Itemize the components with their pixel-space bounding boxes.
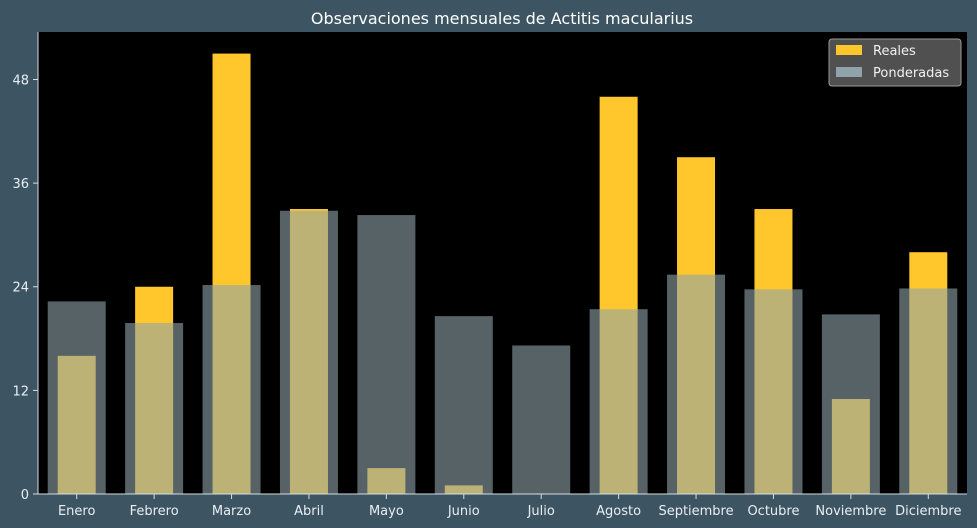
x-tick-label: Mayo: [369, 504, 404, 519]
legend-label-reales: Reales: [873, 44, 916, 59]
y-axis: 0 12 24 36 48: [12, 32, 39, 503]
bar-ponderadas-marzo: [202, 285, 261, 494]
bar-ponderadas-diciembre: [899, 288, 958, 494]
x-tick-label: Marzo: [212, 504, 251, 519]
legend-label-ponderadas: Ponderadas: [873, 66, 949, 81]
y-tick-label: 12: [12, 384, 29, 399]
x-tick-label: Junio: [447, 504, 480, 519]
x-tick-label: Enero: [58, 504, 96, 519]
x-tick-label: Noviembre: [815, 504, 886, 519]
bar-ponderadas-septiembre: [667, 274, 726, 494]
bar-ponderadas-abril: [279, 210, 338, 495]
bar-ponderadas-octubre: [744, 289, 803, 494]
bar-ponderadas-noviembre: [821, 314, 880, 494]
bar-ponderadas-agosto: [589, 309, 648, 494]
y-tick-label: 36: [12, 177, 29, 192]
bar-ponderadas-junio: [434, 316, 493, 494]
y-tick-label: 48: [12, 73, 29, 88]
chart-title: Observaciones mensuales de Actitis macul…: [311, 9, 693, 28]
y-tick-label: 24: [12, 281, 29, 296]
legend-swatch-ponderadas: [836, 67, 862, 77]
legend-swatch-reales: [836, 45, 862, 55]
series-ponderadas: [47, 210, 958, 495]
y-tick-label: 0: [21, 488, 29, 503]
x-tick-label: Diciembre: [895, 504, 961, 519]
x-tick-label: Julio: [527, 504, 555, 519]
x-axis: Enero Febrero Marzo Abril Mayo Junio Julio Agos…: [38, 493, 967, 519]
x-tick-label: Octubre: [747, 504, 799, 519]
bar-ponderadas-mayo: [357, 215, 416, 495]
plot-area: [38, 32, 967, 494]
x-tick-label: Abril: [294, 504, 324, 519]
bar-ponderadas-enero: [47, 301, 106, 494]
x-tick-label: Agosto: [596, 504, 641, 519]
x-tick-label: Febrero: [130, 504, 179, 519]
legend: Reales Ponderadas: [828, 38, 962, 87]
bar-ponderadas-febrero: [125, 323, 184, 494]
x-tick-label: Septiembre: [658, 504, 733, 519]
bar-ponderadas-julio: [512, 345, 571, 494]
